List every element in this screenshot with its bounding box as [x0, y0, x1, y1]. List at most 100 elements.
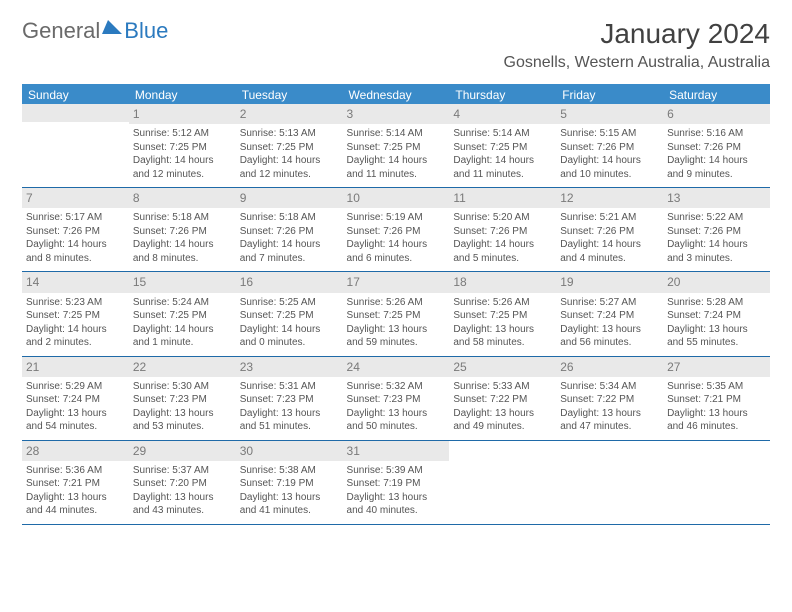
daylight-line: Daylight: 14 hours and 5 minutes.	[453, 238, 552, 265]
day-number: 29	[129, 441, 236, 461]
sunrise-line: Sunrise: 5:22 AM	[667, 211, 766, 225]
weekday-header: Thursday	[449, 84, 556, 106]
sunrise-line: Sunrise: 5:28 AM	[667, 296, 766, 310]
weekday-header: Wednesday	[343, 84, 450, 106]
day-number: 16	[236, 272, 343, 292]
calendar-day-cell: 9Sunrise: 5:18 AMSunset: 7:26 PMDaylight…	[236, 188, 343, 272]
sunset-line: Sunset: 7:23 PM	[240, 393, 339, 407]
weekday-header: Tuesday	[236, 84, 343, 106]
sunset-line: Sunset: 7:24 PM	[560, 309, 659, 323]
day-number: 20	[663, 272, 770, 292]
daylight-line: Daylight: 13 hours and 53 minutes.	[133, 407, 232, 434]
sunrise-line: Sunrise: 5:14 AM	[453, 127, 552, 141]
sunset-line: Sunset: 7:25 PM	[453, 309, 552, 323]
daylight-line: Daylight: 13 hours and 47 minutes.	[560, 407, 659, 434]
calendar-day-cell	[556, 440, 663, 524]
daylight-line: Daylight: 13 hours and 49 minutes.	[453, 407, 552, 434]
sunset-line: Sunset: 7:26 PM	[667, 141, 766, 155]
daylight-line: Daylight: 13 hours and 44 minutes.	[26, 491, 125, 518]
calendar-day-cell: 26Sunrise: 5:34 AMSunset: 7:22 PMDayligh…	[556, 356, 663, 440]
daylight-line: Daylight: 14 hours and 12 minutes.	[240, 154, 339, 181]
calendar-day-cell	[449, 440, 556, 524]
sunrise-line: Sunrise: 5:32 AM	[347, 380, 446, 394]
daylight-line: Daylight: 14 hours and 0 minutes.	[240, 323, 339, 350]
sunset-line: Sunset: 7:21 PM	[26, 477, 125, 491]
sunset-line: Sunset: 7:24 PM	[26, 393, 125, 407]
daylight-line: Daylight: 14 hours and 8 minutes.	[133, 238, 232, 265]
calendar-day-cell: 22Sunrise: 5:30 AMSunset: 7:23 PMDayligh…	[129, 356, 236, 440]
logo: General Blue	[22, 18, 168, 44]
daylight-line: Daylight: 14 hours and 10 minutes.	[560, 154, 659, 181]
sunrise-line: Sunrise: 5:39 AM	[347, 464, 446, 478]
day-number: 2	[236, 104, 343, 124]
calendar-day-cell: 24Sunrise: 5:32 AMSunset: 7:23 PMDayligh…	[343, 356, 450, 440]
day-number: 18	[449, 272, 556, 292]
sunrise-line: Sunrise: 5:33 AM	[453, 380, 552, 394]
sunset-line: Sunset: 7:24 PM	[667, 309, 766, 323]
calendar-day-cell: 23Sunrise: 5:31 AMSunset: 7:23 PMDayligh…	[236, 356, 343, 440]
day-number: 14	[22, 272, 129, 292]
daylight-line: Daylight: 13 hours and 51 minutes.	[240, 407, 339, 434]
calendar-day-cell: 2Sunrise: 5:13 AMSunset: 7:25 PMDaylight…	[236, 106, 343, 188]
daylight-line: Daylight: 14 hours and 11 minutes.	[347, 154, 446, 181]
day-number: 6	[663, 104, 770, 124]
sunrise-line: Sunrise: 5:16 AM	[667, 127, 766, 141]
weekday-header: Monday	[129, 84, 236, 106]
page-title: January 2024	[504, 18, 771, 50]
calendar-week-row: 28Sunrise: 5:36 AMSunset: 7:21 PMDayligh…	[22, 440, 770, 524]
sunrise-line: Sunrise: 5:23 AM	[26, 296, 125, 310]
day-number: 10	[343, 188, 450, 208]
sunrise-line: Sunrise: 5:17 AM	[26, 211, 125, 225]
calendar-day-cell: 3Sunrise: 5:14 AMSunset: 7:25 PMDaylight…	[343, 106, 450, 188]
daylight-line: Daylight: 13 hours and 54 minutes.	[26, 407, 125, 434]
day-number: 27	[663, 357, 770, 377]
sunset-line: Sunset: 7:25 PM	[453, 141, 552, 155]
daylight-line: Daylight: 14 hours and 8 minutes.	[26, 238, 125, 265]
daylight-line: Daylight: 14 hours and 3 minutes.	[667, 238, 766, 265]
calendar-day-cell: 1Sunrise: 5:12 AMSunset: 7:25 PMDaylight…	[129, 106, 236, 188]
weekday-header: Friday	[556, 84, 663, 106]
day-number: 9	[236, 188, 343, 208]
weekday-header: Sunday	[22, 84, 129, 106]
sunset-line: Sunset: 7:25 PM	[240, 141, 339, 155]
calendar-day-cell: 31Sunrise: 5:39 AMSunset: 7:19 PMDayligh…	[343, 440, 450, 524]
sunset-line: Sunset: 7:26 PM	[240, 225, 339, 239]
sunrise-line: Sunrise: 5:36 AM	[26, 464, 125, 478]
daylight-line: Daylight: 13 hours and 56 minutes.	[560, 323, 659, 350]
sunrise-line: Sunrise: 5:35 AM	[667, 380, 766, 394]
day-number: 19	[556, 272, 663, 292]
day-number: 12	[556, 188, 663, 208]
calendar-day-cell: 6 Sunrise: 5:16 AMSunset: 7:26 PMDaylight…	[663, 106, 770, 188]
calendar-day-cell: 15Sunrise: 5:24 AMSunset: 7:25 PMDayligh…	[129, 272, 236, 356]
sunrise-line: Sunrise: 5:37 AM	[133, 464, 232, 478]
sunrise-line: Sunrise: 5:27 AM	[560, 296, 659, 310]
calendar-day-cell: 11Sunrise: 5:20 AMSunset: 7:26 PMDayligh…	[449, 188, 556, 272]
sunset-line: Sunset: 7:26 PM	[560, 141, 659, 155]
title-block: January 2024 Gosnells, Western Australia…	[504, 18, 771, 72]
empty-day-header	[22, 104, 129, 122]
day-number: 31	[343, 441, 450, 461]
sunrise-line: Sunrise: 5:29 AM	[26, 380, 125, 394]
calendar-day-cell: 27Sunrise: 5:35 AMSunset: 7:21 PMDayligh…	[663, 356, 770, 440]
day-number: 22	[129, 357, 236, 377]
sunset-line: Sunset: 7:19 PM	[347, 477, 446, 491]
day-number: 4	[449, 104, 556, 124]
calendar-day-cell: 17Sunrise: 5:26 AMSunset: 7:25 PMDayligh…	[343, 272, 450, 356]
calendar-day-cell: 7Sunrise: 5:17 AMSunset: 7:26 PMDaylight…	[22, 188, 129, 272]
calendar-day-cell	[22, 106, 129, 188]
daylight-line: Daylight: 13 hours and 46 minutes.	[667, 407, 766, 434]
day-number: 13	[663, 188, 770, 208]
day-number: 17	[343, 272, 450, 292]
calendar-day-cell	[663, 440, 770, 524]
sunset-line: Sunset: 7:26 PM	[453, 225, 552, 239]
sunset-line: Sunset: 7:26 PM	[347, 225, 446, 239]
sunrise-line: Sunrise: 5:14 AM	[347, 127, 446, 141]
sunset-line: Sunset: 7:26 PM	[560, 225, 659, 239]
calendar-day-cell: 8Sunrise: 5:18 AMSunset: 7:26 PMDaylight…	[129, 188, 236, 272]
daylight-line: Daylight: 14 hours and 9 minutes.	[667, 154, 766, 181]
sunrise-line: Sunrise: 5:31 AM	[240, 380, 339, 394]
sunrise-line: Sunrise: 5:19 AM	[347, 211, 446, 225]
sunset-line: Sunset: 7:23 PM	[347, 393, 446, 407]
sunrise-line: Sunrise: 5:12 AM	[133, 127, 232, 141]
day-number: 24	[343, 357, 450, 377]
